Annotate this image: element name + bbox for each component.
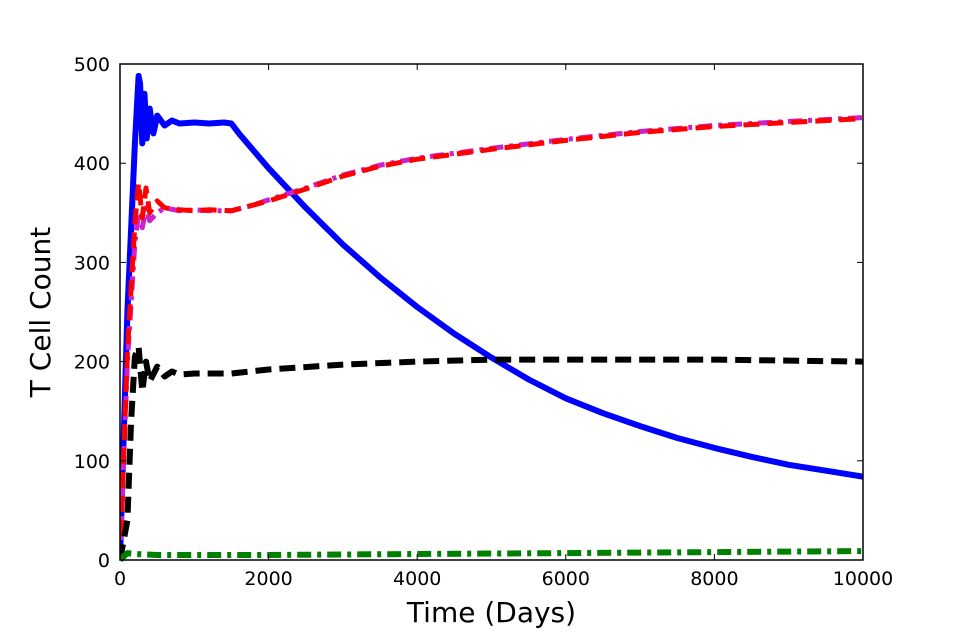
x-tick-label: 8000 <box>690 568 738 590</box>
y-axis-title: T Cell Count <box>24 227 57 398</box>
y-tick-label: 400 <box>74 153 110 175</box>
x-tick-label: 4000 <box>393 568 441 590</box>
plot-frame <box>119 63 864 561</box>
x-tick-label: 2000 <box>244 568 292 590</box>
x-tick-label: 10000 <box>833 568 893 590</box>
ticks-layer: 0 2000 4000 6000 8000 10000 0 100 200 300 400 500 <box>74 54 893 590</box>
x-tick-label: 0 <box>114 568 126 590</box>
y-tick-label: 100 <box>74 451 110 473</box>
series-line-1 <box>120 72 863 561</box>
x-tick-label: 6000 <box>542 568 590 590</box>
y-tick-label: 0 <box>98 550 110 572</box>
series-line-2 <box>120 115 863 561</box>
series-line-4 <box>120 343 863 561</box>
series-line-3 <box>120 116 863 561</box>
y-tick-label: 300 <box>74 252 110 274</box>
series-line-5 <box>120 548 863 562</box>
x-axis-title: Time (Days) <box>406 596 576 629</box>
series-layer <box>120 72 863 562</box>
y-tick-label: 500 <box>74 54 110 76</box>
y-tick-label: 200 <box>74 352 110 374</box>
